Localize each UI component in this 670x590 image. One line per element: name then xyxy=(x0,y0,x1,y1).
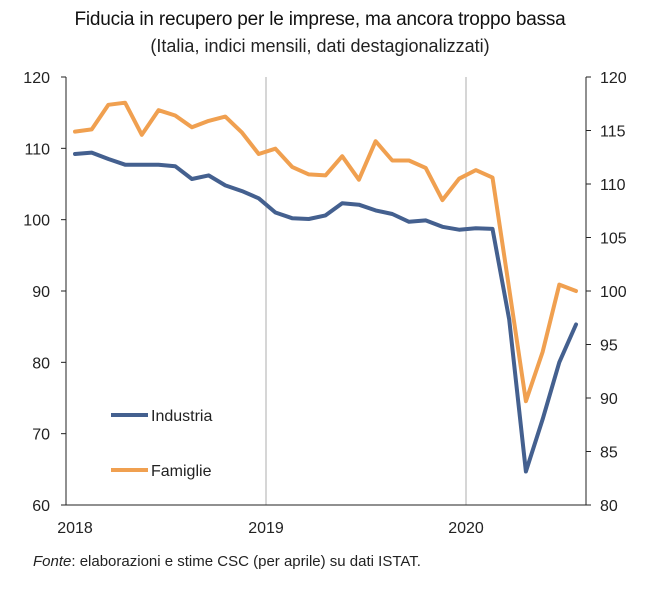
y-right-tick-label: 110 xyxy=(600,177,626,194)
y-right-tick-label: 80 xyxy=(600,498,618,515)
y-right-tick-label: 85 xyxy=(600,445,618,462)
x-tick-label: 2019 xyxy=(248,520,284,537)
chart-source-note: Fonte: elaborazioni e stime CSC (per apr… xyxy=(33,553,421,570)
y-right-tick-label: 90 xyxy=(600,391,618,408)
y-left-tick-label: 110 xyxy=(24,141,50,158)
y-left-tick-label: 70 xyxy=(32,427,50,444)
y-right-tick-label: 95 xyxy=(600,338,618,355)
y-left-tick-label: 60 xyxy=(32,498,50,515)
series-line-industria xyxy=(73,150,578,474)
y-right-tick-label: 105 xyxy=(600,231,627,248)
y-left-tick-label: 120 xyxy=(23,70,50,87)
legend-label-famiglie: Famiglie xyxy=(151,463,212,480)
chart-title: Fiducia in recupero per le imprese, ma a… xyxy=(74,9,566,30)
y-left-tick-label: 80 xyxy=(32,355,50,372)
source-prefix: Fonte xyxy=(33,553,72,570)
y-left-tick-label: 100 xyxy=(23,213,50,230)
x-tick-label: 2020 xyxy=(448,520,484,537)
series-line-famiglie xyxy=(73,100,578,404)
x-tick-label: 2018 xyxy=(57,520,93,537)
y-right-tick-label: 100 xyxy=(600,284,627,301)
chart-subtitle: (Italia, indici mensili, dati destagiona… xyxy=(150,36,490,56)
legend-label-industria: Industria xyxy=(151,408,212,425)
source-text: : elaborazioni e stime CSC (per aprile) … xyxy=(71,553,421,570)
y-right-tick-label: 115 xyxy=(600,124,626,141)
y-right-tick-label: 120 xyxy=(600,70,627,87)
y-left-tick-label: 90 xyxy=(32,284,50,301)
